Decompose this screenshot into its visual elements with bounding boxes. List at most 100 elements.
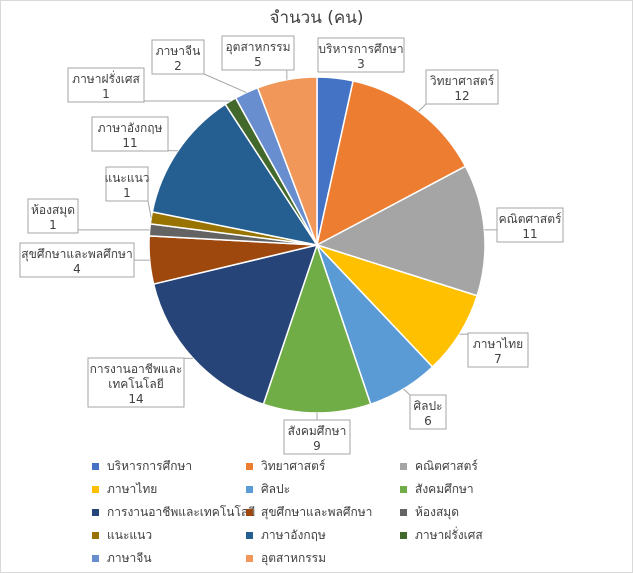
data-label-value: 14 — [128, 392, 143, 406]
data-label-category: ภาษาจีน — [156, 44, 201, 58]
legend-label: อุตสาหกรรม — [261, 550, 327, 565]
legend-item: บริหารการศึกษา — [92, 458, 192, 474]
legend-label: วิทยาศาสตร์ — [261, 458, 326, 473]
data-label-3: คณิตศาสตร์11 — [496, 207, 564, 243]
data-label-box — [105, 166, 149, 202]
data-label-category: สังคมศึกษา — [288, 424, 347, 438]
legend-item: ภาษาอังกฤษ — [246, 527, 326, 543]
data-label-category: ภาษาอังกฤษ — [98, 121, 163, 135]
legend-swatch — [246, 462, 253, 470]
legend-item: อุตสาหกรรม — [246, 550, 326, 566]
data-label-value: 11 — [122, 136, 137, 150]
legend-item: สังคมศึกษา — [400, 481, 474, 497]
legend-item: แนะแนว — [92, 527, 152, 543]
data-label-7: การงานอาชีพและเทคโนโลยี14 — [87, 357, 185, 408]
data-label-category: สุขศึกษาและพลศึกษา — [21, 247, 132, 262]
legend-item: ภาษาฝรั่งเศส — [400, 527, 483, 543]
legend-item: การงานอาชีพและเทคโนโลยี — [92, 504, 255, 520]
data-label-box — [27, 198, 79, 234]
data-label-box — [317, 37, 405, 73]
data-label-category: เทคโนโลยี — [108, 377, 164, 391]
legend-swatch — [246, 554, 253, 562]
data-label-box — [496, 207, 564, 243]
legend-label: ภาษาไทย — [107, 481, 158, 496]
data-label-box — [87, 357, 185, 408]
data-label-value: 9 — [313, 439, 321, 453]
leader-line-10 — [147, 200, 152, 218]
data-label-box — [467, 332, 529, 368]
legend-label: สุขศึกษาและพลศึกษา — [261, 504, 373, 519]
pie-slice-14 — [256, 76, 318, 246]
legend-swatch — [92, 554, 99, 562]
legend-swatch — [92, 531, 99, 539]
legend-label: สังคมศึกษา — [415, 481, 474, 496]
data-label-box — [283, 419, 351, 455]
data-label-category: วิทยาศาสตร์ — [430, 74, 495, 88]
data-label-value: 5 — [254, 55, 262, 69]
data-label-box — [91, 116, 169, 152]
legend-item: ห้องสมุด — [400, 504, 459, 520]
data-label-category: ศิลปะ — [413, 399, 442, 413]
legend-swatch — [400, 531, 407, 539]
data-label-box — [67, 67, 145, 103]
legend-item: วิทยาศาสตร์ — [246, 458, 325, 474]
data-label-category: คณิตศาสตร์ — [499, 212, 562, 226]
data-label-category: แนะแนว — [104, 171, 149, 185]
legend-swatch — [92, 462, 99, 470]
data-label-13: ภาษาจีน2 — [151, 39, 205, 75]
data-label-2: วิทยาศาสตร์12 — [425, 69, 499, 105]
data-label-value: 11 — [522, 227, 537, 241]
data-label-category: การงานอาชีพและ — [90, 362, 183, 376]
data-label-value: 1 — [102, 87, 110, 101]
legend-swatch — [400, 485, 407, 493]
data-label-category: อุตสาหกรรม — [225, 40, 290, 55]
leader-line-5 — [403, 388, 411, 396]
data-label-value: 1 — [123, 186, 131, 200]
legend-swatch — [246, 531, 253, 539]
legend-label: ภาษาจีน — [107, 550, 152, 565]
legend-label: คณิตศาสตร์ — [415, 458, 478, 473]
data-label-box — [425, 69, 499, 105]
legend-item: ศิลปะ — [246, 481, 290, 497]
chart-title: จำนวน (คน) — [269, 8, 364, 28]
legend-item: ภาษาไทย — [92, 481, 157, 497]
data-label-value: 7 — [494, 352, 502, 366]
data-label-category: ภาษาฝรั่งเศส — [72, 70, 140, 86]
data-label-value: 6 — [424, 414, 432, 428]
legend-label: การงานอาชีพและเทคโนโลยี — [107, 504, 256, 519]
legend-item: คณิตศาสตร์ — [400, 458, 478, 474]
data-label-value: 1 — [49, 218, 57, 232]
data-label-value: 4 — [73, 262, 81, 276]
legend-swatch — [92, 485, 99, 493]
legend-swatch — [246, 508, 253, 516]
leader-line-2 — [418, 103, 427, 112]
pie-slice-3 — [315, 165, 486, 297]
data-label-category: ภาษาไทย — [473, 337, 523, 351]
legend-swatch — [92, 508, 99, 516]
pie-slice-11 — [151, 103, 319, 247]
data-label-value: 2 — [174, 59, 182, 73]
data-label-box — [19, 242, 135, 278]
data-label-value: 3 — [357, 57, 365, 71]
legend-label: แนะแนว — [107, 527, 153, 542]
data-label-box — [409, 394, 447, 430]
legend-label: ห้องสมุด — [415, 504, 460, 519]
legend-label: บริหารการศึกษา — [107, 458, 193, 473]
legend-item: ภาษาจีน — [92, 550, 152, 566]
legend-label: ภาษาอังกฤษ — [261, 527, 326, 542]
legend-label: ภาษาฝรั่งเศส — [415, 527, 483, 542]
data-label-9: ห้องสมุด1 — [27, 198, 79, 234]
data-label-box — [221, 35, 295, 71]
data-label-box — [151, 39, 205, 75]
data-label-category: บริหารการศึกษา — [318, 42, 403, 56]
pie-slice-6 — [262, 242, 372, 414]
leader-line-13 — [203, 73, 247, 93]
data-label-value: 12 — [454, 89, 469, 103]
